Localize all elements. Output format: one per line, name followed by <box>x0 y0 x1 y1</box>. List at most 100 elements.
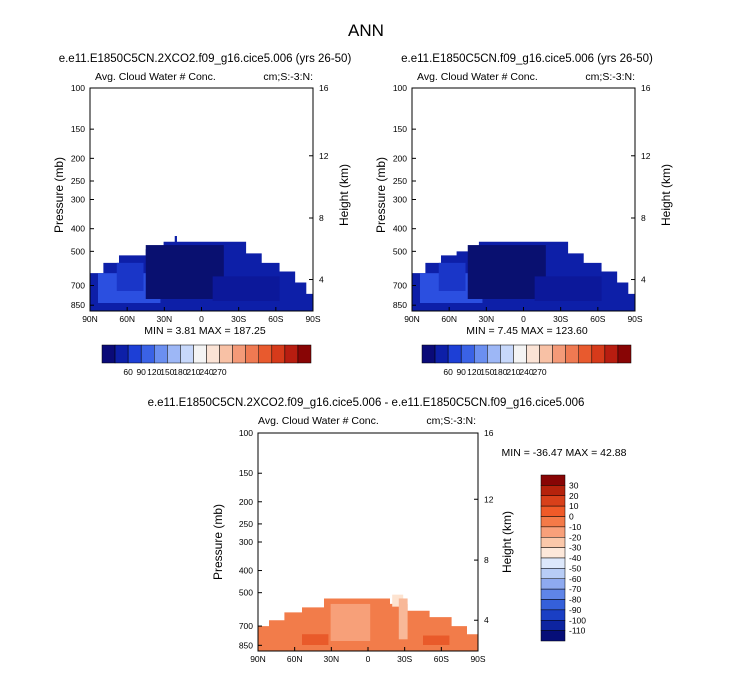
x-tick-label: 30S <box>397 654 412 664</box>
colorbar-swatch <box>180 344 194 364</box>
colorbar-swatch <box>101 344 116 364</box>
y-tick-label: 200 <box>71 153 85 163</box>
y2-tick-label: 8 <box>484 555 489 565</box>
colorbar-swatch <box>513 344 527 364</box>
y-tick-label: 200 <box>393 153 407 163</box>
colorbar-label: 0 <box>569 512 574 522</box>
x-tick-label: 60N <box>119 314 135 324</box>
y-tick-label: 400 <box>71 224 85 234</box>
colorbar-swatch <box>219 344 233 364</box>
colorbar-swatch <box>540 620 566 631</box>
field-patch <box>330 603 371 641</box>
colorbar-label: 270 <box>212 367 226 377</box>
y-tick-label: 700 <box>393 280 407 290</box>
y2-axis-label: Height (km) <box>500 511 514 573</box>
panel-difference: e.e11.E1850C5CN.2XCO2.f09_g16.cice5.006 … <box>148 397 627 664</box>
y2-tick-label: 12 <box>319 151 329 161</box>
field-patch <box>116 262 144 291</box>
y-tick-label: 500 <box>393 246 407 256</box>
colorbar-swatch <box>617 344 632 364</box>
colorbar-swatch <box>140 344 155 364</box>
colorbar-swatch <box>604 344 619 364</box>
colorbar-swatch <box>447 344 462 364</box>
y-tick-label: 300 <box>393 195 407 205</box>
right-string: cm;S:-3:N: <box>263 71 313 83</box>
field-patch <box>438 262 466 291</box>
colorbar-label: -40 <box>569 553 582 563</box>
colorbar-label: 10 <box>569 501 579 511</box>
colorbar-label: -50 <box>569 563 582 573</box>
colorbar-label: 210 <box>506 367 520 377</box>
y-tick-label: 500 <box>71 246 85 256</box>
colorbar-label: 120 <box>147 367 161 377</box>
colorbar-label: 120 <box>467 367 481 377</box>
y-tick-label: 300 <box>239 537 253 547</box>
x-tick-label: 60N <box>287 654 303 664</box>
x-tick-label: 90N <box>404 314 420 324</box>
left-string: Avg. Cloud Water # Conc. <box>258 415 379 427</box>
colorbar-label: 240 <box>199 367 213 377</box>
colorbar-swatch <box>258 344 273 364</box>
y2-tick-label: 16 <box>484 428 494 438</box>
left-string: Avg. Cloud Water # Conc. <box>95 71 216 83</box>
colorbar-label: 180 <box>173 367 187 377</box>
colorbar-swatch <box>487 344 501 364</box>
colorbar-swatch <box>245 344 259 364</box>
x-tick-label: 90S <box>627 314 642 324</box>
colorbar-label: 20 <box>569 491 579 501</box>
field-patch <box>392 594 404 607</box>
colorbar-swatch <box>474 344 488 364</box>
colorbar-label: 240 <box>519 367 533 377</box>
colorbar-label: 210 <box>186 367 200 377</box>
colorbar-swatch <box>540 630 566 642</box>
y2-tick-label: 4 <box>641 275 646 285</box>
colorbar-swatch <box>578 344 593 364</box>
colorbar-label: 270 <box>532 367 546 377</box>
y-tick-label: 700 <box>71 280 85 290</box>
colorbar-swatch <box>552 344 566 364</box>
colorbar-label: -100 <box>569 615 586 625</box>
colorbar-swatch <box>284 344 299 364</box>
panel-2xco2: e.e11.E1850C5CN.2XCO2.f09_g16.cice5.006 … <box>52 53 351 377</box>
colorbar-label: -70 <box>569 584 582 594</box>
colorbar-swatch <box>540 526 566 538</box>
y2-tick-label: 4 <box>319 275 324 285</box>
colorbar-label: 90 <box>136 367 146 377</box>
colorbar-swatch <box>540 609 566 621</box>
y2-tick-label: 12 <box>484 494 494 504</box>
colorbar-label: 30 <box>569 480 579 490</box>
colorbar-swatch <box>540 578 566 590</box>
colorbar-swatch <box>434 344 449 364</box>
x-tick-label: 60S <box>590 314 605 324</box>
colorbar-swatch <box>591 344 606 364</box>
y-tick-label: 850 <box>393 300 407 310</box>
x-tick-label: 90N <box>250 654 266 664</box>
left-string: Avg. Cloud Water # Conc. <box>417 71 538 83</box>
colorbar-swatch <box>540 505 566 517</box>
y-tick-label: 150 <box>239 468 253 478</box>
x-tick-label: 0 <box>521 314 526 324</box>
colorbar-swatch <box>540 495 566 507</box>
colorbar-swatch <box>271 344 286 364</box>
field-patch <box>467 245 546 299</box>
y2-tick-label: 16 <box>319 83 329 93</box>
y-tick-label: 850 <box>239 640 253 650</box>
field-patch <box>212 276 280 301</box>
y-tick-label: 500 <box>239 588 253 598</box>
y-tick-label: 400 <box>239 566 253 576</box>
colorbar-swatch <box>540 568 566 579</box>
y2-tick-label: 4 <box>484 615 489 625</box>
colorbar-swatch <box>500 344 514 364</box>
colorbar-swatch <box>297 344 312 364</box>
field-patch <box>145 245 224 299</box>
panel-control: e.e11.E1850C5CN.f09_g16.cice5.006 (yrs 2… <box>374 53 673 377</box>
right-string: cm;S:-3:N: <box>585 71 635 83</box>
field-patch <box>302 634 329 645</box>
field-patch <box>534 276 602 301</box>
colorbar-swatch <box>540 474 566 486</box>
y2-tick-label: 12 <box>641 151 651 161</box>
y2-tick-label: 8 <box>641 213 646 223</box>
y-tick-label: 200 <box>239 497 253 507</box>
y2-tick-label: 16 <box>641 83 651 93</box>
colorbar-swatch <box>232 344 246 364</box>
